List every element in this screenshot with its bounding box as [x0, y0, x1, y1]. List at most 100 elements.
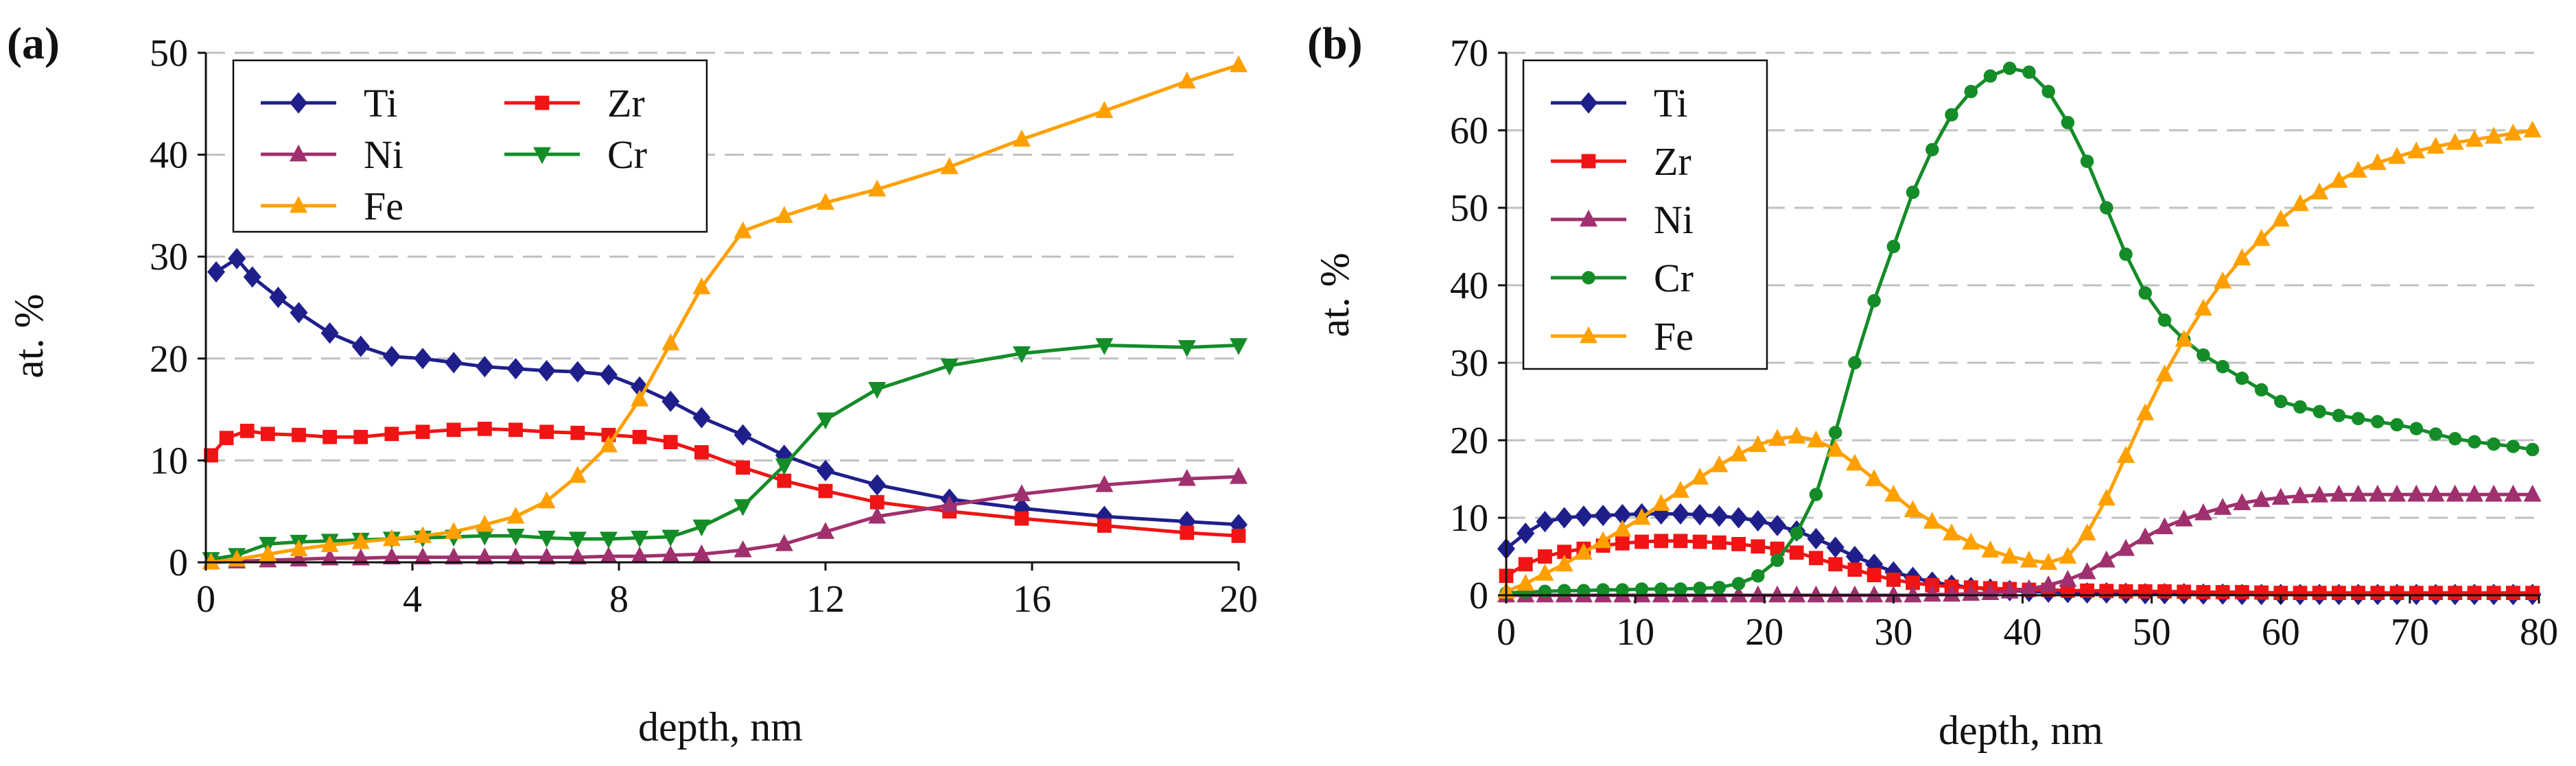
data-point-ni — [1865, 585, 1884, 603]
data-point-zr — [384, 427, 399, 442]
data-point-ti — [228, 248, 246, 270]
data-point-zr — [736, 460, 750, 475]
data-point-fe — [734, 221, 752, 239]
data-point-fe — [1923, 512, 1941, 529]
data-point-cr — [599, 531, 618, 549]
series-cr — [1499, 61, 2540, 600]
data-point-zr — [2118, 584, 2133, 599]
data-point-ti — [207, 261, 226, 283]
data-point-cr — [661, 529, 680, 547]
data-point-zr — [663, 435, 678, 450]
data-point-zr — [2060, 583, 2075, 598]
data-point-ni — [2117, 538, 2135, 556]
y-tick-label: 0 — [1469, 575, 1488, 617]
data-point-zr — [1712, 535, 1726, 550]
data-point-fe — [1826, 440, 1845, 457]
data-point-ni — [661, 545, 680, 562]
data-point-zr — [2312, 586, 2327, 601]
legend-marker-fe — [1580, 326, 1597, 344]
y-tick-label: 30 — [1450, 342, 1488, 385]
data-point-fe — [2059, 547, 2077, 564]
data-point-ni — [1943, 584, 1961, 602]
data-point-cr — [1095, 338, 1114, 355]
data-point-zr — [415, 424, 430, 440]
data-point-ni — [2039, 575, 2058, 593]
series-fe — [1497, 120, 2542, 599]
data-point-cr — [1674, 582, 1687, 596]
data-point-fe — [1904, 500, 1922, 518]
data-point-fe — [2485, 126, 2503, 144]
data-point-cr — [1848, 356, 1862, 370]
y-tick-label: 50 — [1450, 187, 1488, 230]
data-point-ni — [2407, 484, 2426, 502]
data-point-zr — [2138, 584, 2153, 599]
data-point-cr — [631, 530, 649, 548]
x-tick-label: 20 — [1219, 578, 1258, 621]
x-tick-label: 20 — [1745, 611, 1783, 654]
data-point-fe — [1729, 444, 1748, 462]
data-point-zr — [204, 448, 218, 463]
data-point-ni — [1748, 585, 1767, 603]
data-point-fe — [2097, 488, 2116, 506]
data-point-zr — [1635, 534, 1649, 549]
data-point-zr — [2196, 585, 2211, 599]
data-point-fe — [817, 193, 834, 210]
legend-item-ni: Ni — [261, 132, 403, 177]
data-point-ni — [1178, 468, 1196, 486]
data-point-ni — [1884, 585, 1903, 603]
data-point-ni — [2078, 562, 2096, 579]
data-point-cr — [2235, 371, 2249, 385]
data-point-cr — [1751, 569, 1765, 583]
data-point-cr — [1964, 84, 1978, 99]
data-point-ni — [775, 534, 793, 551]
data-point-cr — [2506, 440, 2520, 453]
data-point-ni — [2291, 486, 2309, 503]
panel-a-axes: 0 4 8 12 16 20 0 10 20 30 40 50 — [150, 32, 1258, 621]
data-point-ti — [506, 358, 525, 380]
data-point-ti — [599, 363, 618, 386]
data-point-fe — [2039, 553, 2058, 570]
data-point-fe — [2175, 329, 2193, 347]
data-point-fe — [2330, 171, 2348, 188]
data-point-zr — [1906, 575, 1920, 590]
data-point-ti — [290, 302, 308, 324]
data-point-ti — [734, 424, 752, 446]
legend-box — [1522, 59, 1768, 370]
legend-item-fe: Fe — [261, 184, 403, 228]
data-point-ni — [2019, 579, 2038, 597]
data-point-fe — [382, 529, 401, 547]
data-point-cr — [2041, 84, 2055, 99]
data-point-zr — [2177, 584, 2192, 599]
data-point-cr — [2197, 348, 2210, 362]
data-point-cr — [2332, 409, 2346, 422]
y-tick-label: 60 — [1450, 110, 1488, 152]
data-point-fe — [259, 544, 277, 562]
panel-b-label: (b) — [1307, 19, 1363, 69]
data-point-zr — [1770, 541, 1785, 556]
data-point-cr — [2525, 442, 2540, 457]
data-point-ti — [692, 407, 711, 429]
data-point-zr — [260, 427, 275, 442]
data-point-ni — [1845, 585, 1864, 603]
data-point-fe — [1981, 540, 2000, 558]
data-point-cr — [1790, 526, 1804, 540]
data-point-fe — [2078, 523, 2096, 540]
data-point-fe — [2504, 123, 2522, 141]
data-point-ti — [243, 266, 261, 288]
data-point-ni — [2368, 484, 2387, 502]
y-tick-label: 50 — [150, 32, 188, 75]
data-point-zr — [1731, 537, 1746, 551]
data-point-ni — [940, 495, 959, 513]
data-point-ni — [599, 546, 618, 564]
data-point-ni — [382, 547, 401, 564]
data-point-ni — [414, 547, 432, 564]
data-point-ni — [2485, 484, 2503, 502]
data-point-ni — [320, 548, 339, 566]
data-point-ti — [1691, 503, 1709, 526]
data-point-ti — [382, 346, 401, 368]
data-point-ti — [1536, 511, 1554, 533]
data-point-cr — [476, 528, 494, 546]
y-tick-label: 40 — [1450, 265, 1488, 307]
data-point-zr — [2370, 586, 2385, 601]
